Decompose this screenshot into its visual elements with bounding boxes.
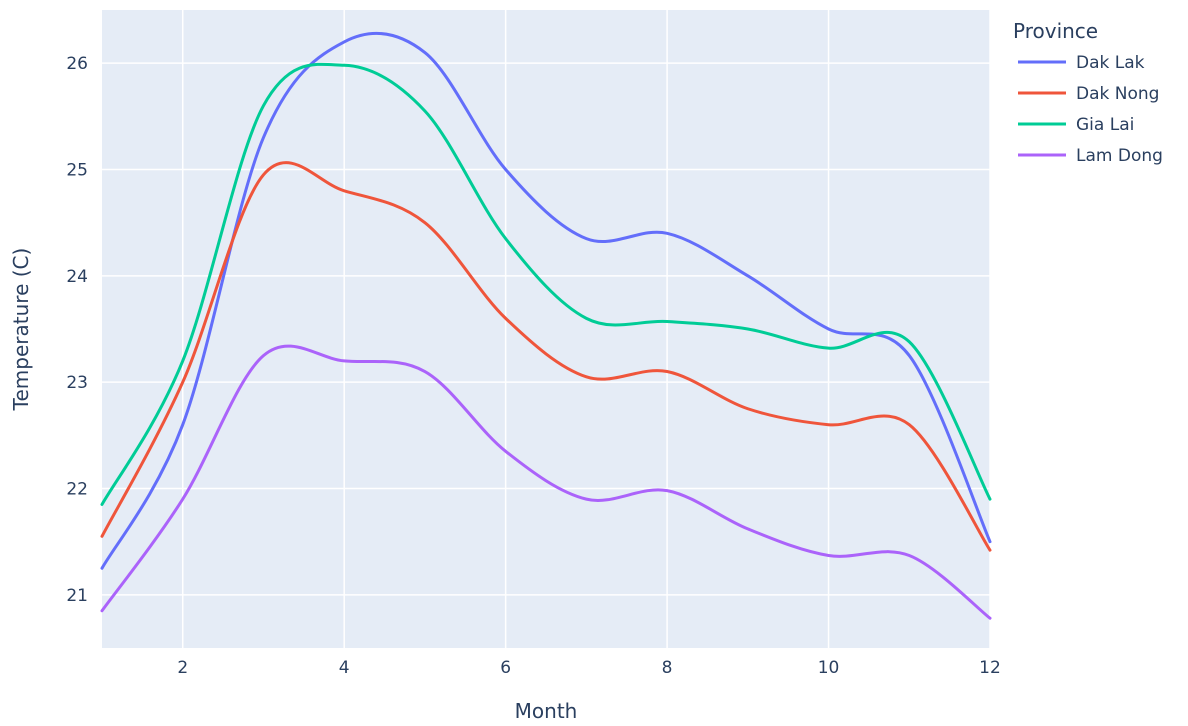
x-tick-label: 12 xyxy=(979,658,1001,678)
y-tick-label: 21 xyxy=(66,586,88,606)
y-tick-label: 23 xyxy=(66,373,88,393)
legend-item[interactable]: Dak Lak xyxy=(1018,53,1145,73)
legend-item[interactable]: Gia Lai xyxy=(1018,115,1134,135)
y-tick-label: 26 xyxy=(66,54,88,74)
x-tick-label: 4 xyxy=(339,658,350,678)
y-tick-label: 22 xyxy=(66,480,88,500)
y-tick-label: 25 xyxy=(66,161,88,181)
y-tick-labels: 21 22 23 24 25 26 xyxy=(66,54,88,606)
legend-label: Gia Lai xyxy=(1076,115,1134,135)
x-tick-labels: 2 4 6 8 10 12 xyxy=(177,658,1001,678)
series-lines xyxy=(100,31,992,620)
x-tick-label: 8 xyxy=(662,658,673,678)
series-line-dak-nong xyxy=(100,161,992,552)
legend-label: Lam Dong xyxy=(1076,146,1163,166)
y-axis-title: Temperature (C) xyxy=(9,248,33,412)
series-line-dak-lak xyxy=(100,31,992,570)
legend-title: Province xyxy=(1013,19,1098,43)
series-line-gia-lai xyxy=(100,62,992,506)
legend-label: Dak Nong xyxy=(1076,84,1159,104)
plot-area xyxy=(102,10,990,648)
x-axis-title: Month xyxy=(515,699,578,723)
y-tick-label: 24 xyxy=(66,267,88,287)
legend-item[interactable]: Dak Nong xyxy=(1018,84,1159,104)
x-tick-label: 10 xyxy=(818,658,840,678)
x-tick-label: 6 xyxy=(500,658,511,678)
series-line-lam-dong xyxy=(100,344,992,620)
legend-item[interactable]: Lam Dong xyxy=(1018,146,1163,166)
legend-label: Dak Lak xyxy=(1076,53,1145,73)
x-tick-label: 2 xyxy=(177,658,188,678)
legend: Province Dak Lak Dak Nong Gia Lai Lam Dong xyxy=(1013,19,1163,166)
